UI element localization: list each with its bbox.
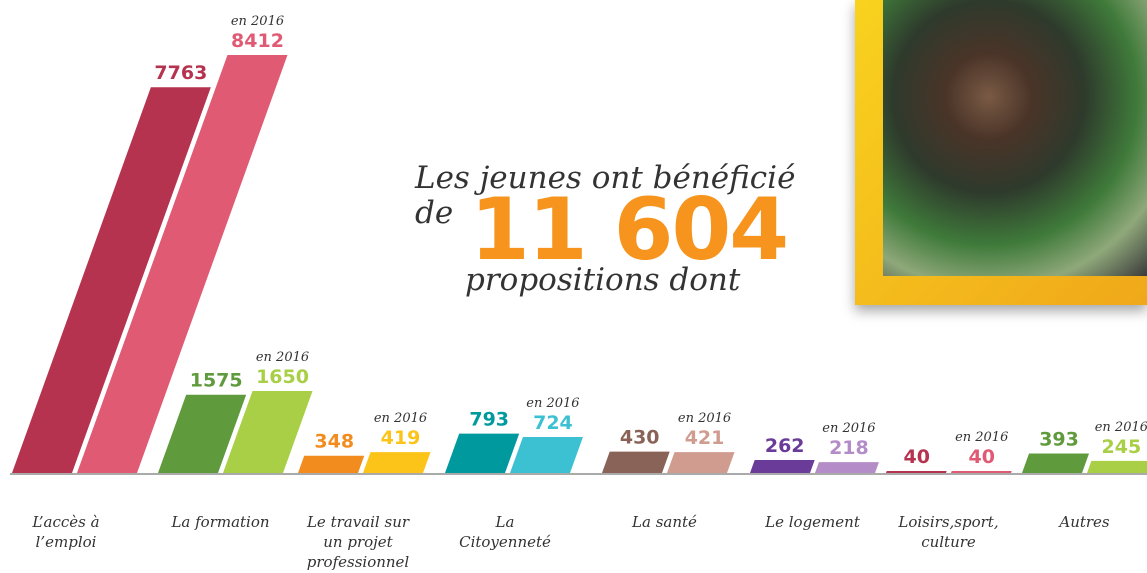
bar	[667, 452, 735, 473]
bar	[1022, 453, 1089, 473]
series-label: en 2016	[822, 421, 875, 436]
value-label: 40	[968, 446, 994, 468]
bar	[602, 452, 670, 473]
value-label: 1575	[190, 370, 243, 392]
series-label: en 2016	[526, 396, 579, 411]
series-label: en 2016	[1095, 420, 1147, 435]
bar	[1087, 461, 1147, 473]
value-label: 430	[620, 427, 660, 449]
value-label: 793	[469, 409, 509, 431]
chart: 77638412en 201615751650en 2016348419en 2…	[0, 0, 1147, 573]
value-label: 8412	[231, 30, 284, 52]
series-label: en 2016	[374, 411, 427, 426]
page: Les jeunes ont bénéficié de 11 604 propo…	[0, 0, 1147, 573]
category-label: La formation	[151, 512, 291, 532]
value-label: 262	[765, 435, 805, 457]
category-label: Autres	[1015, 512, 1147, 532]
value-label: 245	[1102, 436, 1142, 458]
value-label: 419	[381, 427, 421, 449]
value-label: 421	[685, 427, 725, 449]
bar	[298, 456, 364, 473]
value-label: 7763	[154, 62, 207, 84]
series-label: en 2016	[955, 430, 1008, 445]
bar	[815, 462, 879, 473]
category-label: Le travail sur un projet professionnel	[303, 512, 413, 572]
series-label: en 2016	[256, 350, 309, 365]
category-label: La Citoyenneté	[450, 512, 560, 552]
bar	[750, 460, 815, 473]
bar	[363, 452, 430, 473]
bar	[510, 437, 583, 473]
series-label: en 2016	[231, 14, 284, 29]
category-label: Loisirs,sport, culture	[879, 512, 1019, 552]
value-label: 40	[903, 446, 929, 468]
bar	[445, 434, 519, 473]
series-label: en 2016	[678, 411, 731, 426]
value-label: 218	[829, 437, 869, 459]
category-label: Le logement	[743, 512, 883, 532]
value-label: 393	[1039, 428, 1079, 450]
value-label: 348	[314, 431, 354, 453]
bar	[951, 471, 1012, 473]
value-label: 724	[533, 412, 573, 434]
category-label: La santé	[595, 512, 735, 532]
value-label: 1650	[256, 366, 309, 388]
bar	[886, 471, 947, 473]
category-label: L’accès à l’emploi	[11, 512, 121, 552]
